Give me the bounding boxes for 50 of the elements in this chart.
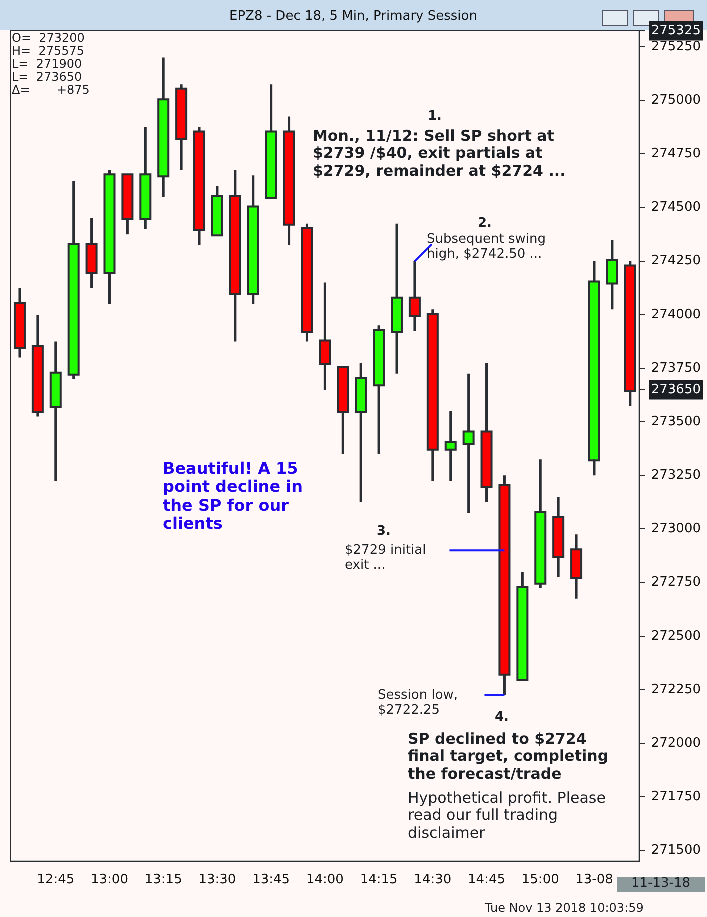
y-tick-label: 275250 xyxy=(651,39,702,54)
annotation: Δ= +875 xyxy=(12,83,90,98)
y-tick-label: 271500 xyxy=(651,843,702,858)
annotation: Beautiful! A 15 point decline in the SP for our clients xyxy=(163,459,304,534)
annotation: L= 271900 xyxy=(12,57,82,72)
y-tick-label: 274000 xyxy=(651,307,702,322)
y-tick-label: 274500 xyxy=(651,200,702,216)
x-tick-label: 14:15 xyxy=(360,872,398,888)
y-tick-label: 272000 xyxy=(651,736,702,751)
x-tick-label: 14:30 xyxy=(414,872,452,888)
x-tick-label: 13-08 xyxy=(576,872,614,888)
y-tick-label: 272250 xyxy=(651,682,702,698)
x-tick-label: 15:00 xyxy=(522,872,560,888)
y-tick-label: 272750 xyxy=(651,575,702,590)
y-tick-label: 272500 xyxy=(651,628,702,644)
ref-line-label: $2729 initial exit ... xyxy=(345,543,428,574)
annotation: L= 273650 xyxy=(12,70,82,85)
y-tick-label: 273250 xyxy=(651,468,702,484)
y-tick-label: 274250 xyxy=(651,254,702,269)
annotation: 2. xyxy=(478,216,492,232)
y-tick-label: 273000 xyxy=(651,522,702,537)
y-tick-label: 275000 xyxy=(651,93,702,108)
annotation: SP declined to $2724 final target, completing the forecast/trade xyxy=(408,730,610,783)
annotation: H= 275575 xyxy=(12,44,85,59)
annotation: Session low, $2722.25 xyxy=(378,688,460,719)
x-tick-label: 14:00 xyxy=(306,872,344,888)
candlestick xyxy=(606,238,618,311)
y-tick-label: 273500 xyxy=(651,414,702,430)
annotation: Mon., 11/12: Sell SP short at $2739 /$40, exit partials at $2729, remainder at $2724 ... xyxy=(313,127,567,180)
annotation: O= 273200 xyxy=(12,31,85,46)
x-tick-label: 14:45 xyxy=(468,872,506,888)
y-tick-label: 275325 xyxy=(651,23,702,38)
y-tick-label: 274750 xyxy=(651,146,702,162)
text: 11-13-18 xyxy=(617,876,705,892)
x-tick-label: 13:45 xyxy=(252,872,290,888)
y-tick-label: 273750 xyxy=(651,360,702,376)
chart-title: EPZ8 - Dec 18, 5 Min, Primary Session xyxy=(228,9,478,24)
x-tick-label: 13:15 xyxy=(144,872,182,888)
x-tick-label: 13:30 xyxy=(198,872,236,888)
annotation: Subsequent swing high, $2742.50 ... xyxy=(427,232,547,263)
x-tick-label: 12:45 xyxy=(37,872,75,888)
candlestick xyxy=(319,282,332,392)
annotation: 1. xyxy=(428,109,442,125)
annotation: 3. xyxy=(377,524,391,540)
annotation: Hypothetical profit. Please read our full trading disclaimer xyxy=(408,789,607,842)
annotation: 4. xyxy=(495,710,509,726)
y-tick-label: 271750 xyxy=(651,789,702,804)
text: Tue Nov 13 2018 10:03:59 xyxy=(485,901,644,916)
x-tick-label: 13:00 xyxy=(91,872,128,888)
y-tick-label: 273650 xyxy=(651,382,702,398)
